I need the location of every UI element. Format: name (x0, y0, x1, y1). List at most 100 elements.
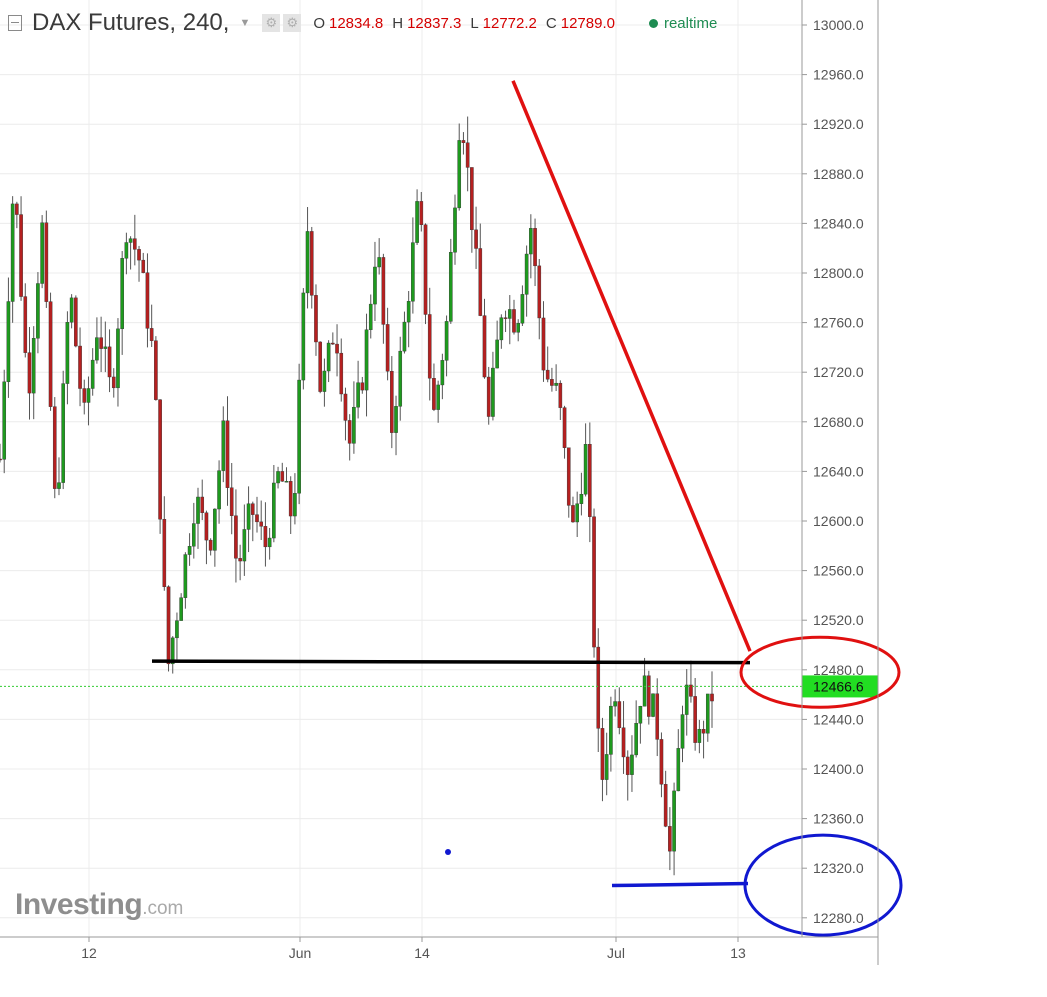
open-key: O (313, 14, 325, 32)
logo-suffix-text: .com (142, 898, 184, 919)
open-value: 12834.8 (329, 14, 384, 32)
candle-up (411, 242, 415, 302)
candle-up (242, 529, 247, 562)
candle-down (15, 203, 19, 215)
candle-up (36, 283, 40, 339)
candle-down (0, 458, 2, 461)
candle-up (57, 482, 61, 489)
candle-up (554, 382, 558, 386)
candle-down (689, 684, 693, 697)
logo-main-text: Investing (15, 888, 143, 921)
candle-up (415, 201, 419, 243)
candle-up (175, 620, 179, 639)
candle-up (65, 322, 70, 384)
candle-up (630, 754, 634, 775)
candle-down (208, 539, 213, 551)
candle-down (461, 140, 466, 143)
candle-up (191, 523, 196, 547)
candle-up (10, 203, 15, 302)
candle-up (40, 222, 44, 284)
support-line (151, 659, 751, 665)
y-tick-label: 12480.0 (813, 662, 864, 678)
candle-down (668, 826, 672, 852)
candle-up (705, 693, 710, 734)
candle-up (579, 493, 584, 504)
candle-up (398, 350, 403, 407)
candle-up (31, 338, 36, 394)
candle-down (145, 272, 150, 329)
candle-down (141, 259, 146, 273)
candle-up (406, 301, 411, 323)
candle-down (427, 314, 432, 379)
candle-up (499, 317, 504, 341)
candle-up (402, 321, 407, 352)
candle-down (234, 515, 238, 559)
candle-down (537, 265, 542, 319)
candle-down (503, 317, 508, 319)
candle-down (204, 512, 209, 541)
candle-down (133, 238, 137, 250)
low-value: 12772.2 (482, 14, 537, 32)
candle-up (116, 328, 120, 389)
chart-title: DAX Futures, 240, (32, 9, 230, 36)
y-tick-label: 12840.0 (813, 215, 864, 231)
y-tick-label: 12560.0 (813, 563, 864, 579)
chart-grid (0, 0, 802, 937)
candle-down (162, 519, 167, 587)
candle-down (288, 481, 293, 517)
candle-down (259, 521, 264, 527)
candle-up (377, 257, 381, 268)
candle-down (78, 345, 82, 389)
candle-down (166, 586, 171, 665)
gear-icon[interactable]: ⚙ (283, 14, 302, 32)
candle-down (48, 301, 53, 407)
candle-up (453, 207, 457, 253)
candle-down (588, 444, 592, 517)
candle-up (457, 140, 462, 209)
candle-up (529, 228, 533, 255)
candle-down (486, 376, 491, 417)
candle-down (621, 727, 626, 758)
candle-down (229, 487, 234, 516)
candle-up (520, 294, 525, 324)
settings-icon[interactable]: ⚙ (262, 14, 281, 32)
candle-up (356, 382, 360, 408)
realtime-label: realtime (663, 14, 718, 32)
low-key: L (470, 14, 479, 32)
candle-up (217, 470, 221, 510)
candle-up (2, 381, 7, 460)
chevron-down-icon[interactable]: ▼ (239, 17, 251, 29)
y-tick-label: 12320.0 (813, 860, 864, 876)
down-trendline (511, 80, 752, 652)
x-tick-label: Jun (289, 945, 312, 961)
candle-up (213, 508, 217, 551)
candle-up (524, 253, 529, 295)
candle-down (82, 388, 87, 403)
candle-down (154, 340, 158, 400)
candle-down (385, 324, 390, 372)
candle-up (95, 337, 99, 361)
candle-up (293, 493, 297, 517)
high-key: H (392, 14, 404, 32)
candle-down (255, 514, 259, 523)
candle-up (373, 266, 377, 305)
candle-up (684, 684, 689, 715)
candle-up (368, 303, 373, 330)
candle-down (339, 352, 344, 395)
menu-icon[interactable] (8, 15, 22, 31)
candle-down (465, 142, 470, 168)
y-tick-label: 12880.0 (813, 166, 864, 182)
candle-down (137, 249, 141, 261)
candle-up (672, 790, 676, 852)
close-value: 12789.0 (560, 14, 615, 32)
candle-up (364, 329, 369, 391)
candle-down (710, 693, 714, 702)
candle-up (634, 723, 638, 756)
candle-up (642, 675, 647, 707)
candle-up (276, 471, 280, 484)
candle-down (343, 393, 348, 421)
candle-down (99, 337, 103, 349)
low-support-line (611, 881, 749, 888)
resistance-zone-ellipse (739, 635, 901, 709)
